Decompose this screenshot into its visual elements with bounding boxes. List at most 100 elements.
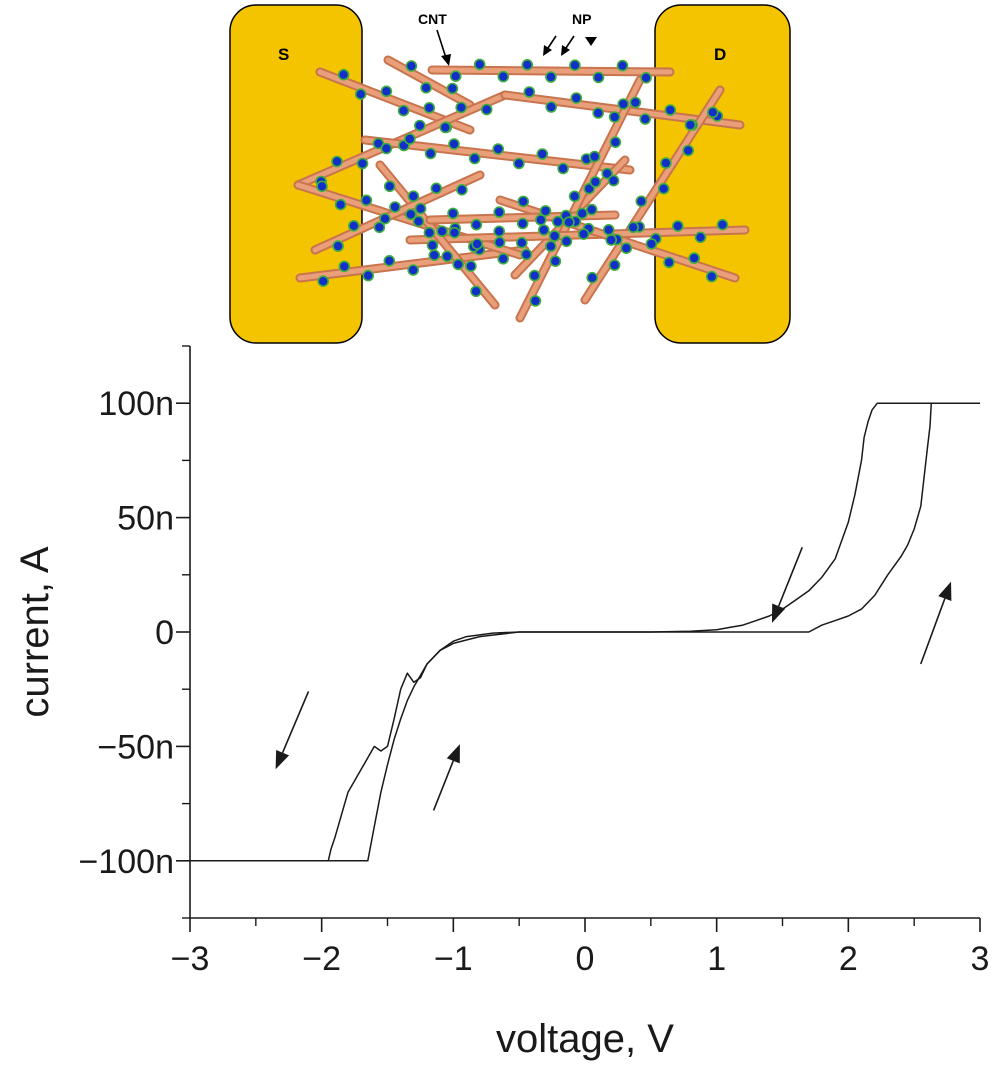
nanoparticle [577,228,590,240]
x-tick-label: −2 [302,940,341,978]
nanoparticle [360,194,373,207]
nanoparticle [436,225,448,237]
nanoparticle [557,162,569,175]
device-schematic: S D CNT NP [229,4,791,344]
nanoparticle [539,205,552,217]
nanoparticle [447,207,459,220]
nanoparticle [592,107,605,119]
nanoparticle [705,270,718,283]
nanoparticle [493,206,506,218]
cnt-pointer-arrow [436,29,451,66]
nanoparticle [607,174,620,187]
nanoparticle [645,238,658,250]
nanoparticle [424,147,437,160]
nanoparticle [426,239,439,252]
x-tick-label: −3 [171,940,210,978]
nanoparticle [529,295,542,307]
nanoparticle [449,70,462,82]
nanoparticle [660,157,672,169]
nanoparticle [493,236,506,249]
nanoparticle [397,104,410,117]
nanoparticle [420,82,432,94]
nanoparticle [492,143,505,155]
data-series [190,402,980,862]
nanoparticle [448,226,461,239]
nanoparticle [403,133,416,145]
source-electrode [229,4,363,344]
nanoparticle [337,68,350,81]
nanoparticle [430,182,443,195]
source-label: S [278,45,289,64]
series-line-down [190,402,980,862]
nanoparticle [617,98,630,110]
nanoparticle [423,226,436,239]
nanoparticle [316,180,328,193]
y-tick-label: −50n [97,728,174,766]
nanoparticle [470,285,482,298]
nanoparticle [446,82,459,95]
nanoparticle [516,217,529,230]
nanoparticle [544,240,557,253]
nanoparticle [441,250,454,263]
nanoparticle [515,236,528,249]
nanoparticle [706,106,719,119]
drain-label: D [714,45,726,64]
nanotube [297,247,528,281]
nanotube [517,77,643,321]
x-tick-label: −1 [434,940,473,978]
nanoparticle [465,260,477,273]
nanoparticle [548,230,561,242]
y-tick-label: 100n [98,385,174,423]
series-line-up [190,402,980,862]
nanoparticle [545,101,558,113]
nanoparticle [629,96,642,109]
nanoparticle [549,255,562,268]
nanoparticle [664,104,677,116]
nanoparticle [413,119,426,132]
nanoparticle [497,252,510,265]
nanoparticle [473,58,486,71]
nanoparticle [468,152,481,165]
nanoparticle [688,252,701,264]
nanoparticle [520,248,533,261]
nanoparticle [640,72,652,84]
nanotube [429,67,673,75]
nanotube-network [293,55,750,323]
nanoparticle [694,231,707,244]
nanoparticle [347,220,360,232]
nanoparticle [513,157,525,170]
nanoparticle [576,207,589,220]
x-axis-title: voltage, V [496,1017,674,1061]
sweep-arrow [432,744,460,811]
nanoparticle [497,70,510,83]
nanoparticle [517,195,530,208]
nanoparticle [452,258,465,271]
nanoparticle [455,101,468,114]
nanoparticle [317,275,330,288]
nanoparticle [379,212,391,225]
nanoparticle [331,155,343,168]
nanoparticle [536,148,549,160]
nanoparticle [627,221,640,234]
nanoparticle [404,208,417,221]
nanoparticle [338,260,351,273]
nanoparticle [589,176,602,188]
nanoparticle [372,137,385,150]
x-tick-label: 3 [971,940,990,978]
nanoparticle [569,59,581,71]
x-ticks: −3 −2 −1 0 1 2 3 [171,918,990,978]
nanoparticle [373,221,386,234]
nanoparticle [354,88,367,100]
nanoparticle [639,113,652,125]
nanoparticle [563,216,575,228]
y-tick-label: 50n [117,500,174,538]
sweep-arrow [275,691,310,770]
nanoparticle [682,144,695,157]
x-tick-label: 1 [707,940,726,978]
nanoparticle [412,215,425,228]
nanoparticle [523,86,536,98]
sweep-arrow [919,581,952,665]
nanoparticle [663,256,675,269]
nanoparticle [439,121,452,134]
